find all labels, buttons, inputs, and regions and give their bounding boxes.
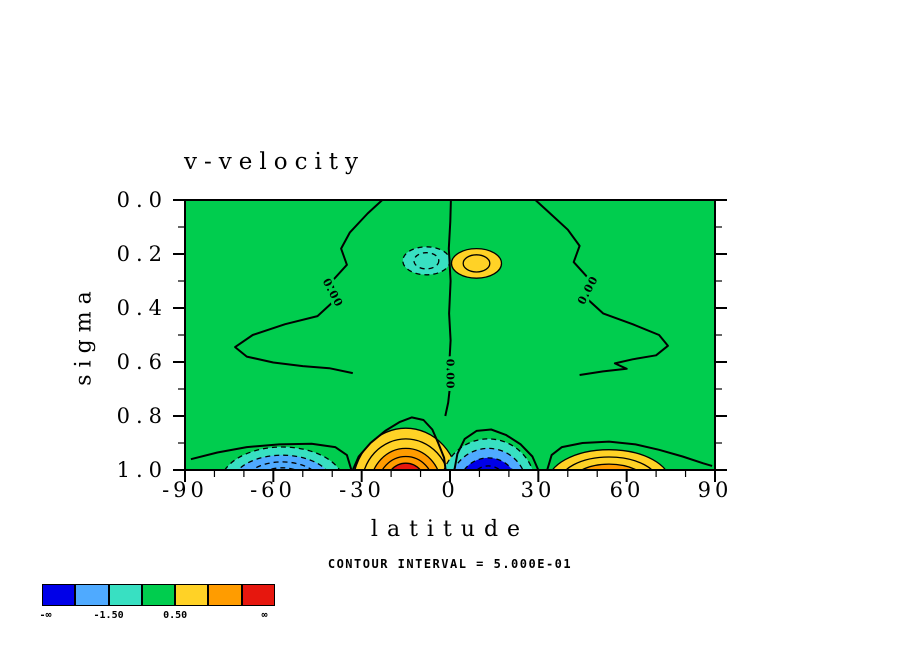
y-tick-label: 0.2	[116, 242, 168, 266]
colorbar-label: -∞	[39, 610, 52, 621]
contour-cell-upper-tropics-positive	[462, 254, 491, 273]
zero-contour-south-tropics-ridge	[351, 416, 447, 470]
colorbar-segment-skyblue	[75, 584, 109, 606]
x-tick-label: 30	[520, 478, 556, 502]
colorbar-segment-turquoise	[108, 584, 142, 606]
x-tick-label: 90	[697, 478, 733, 502]
contour-cell-boundary-layer-southern-negative	[251, 461, 314, 470]
colorbar-label: -1.50	[93, 610, 124, 621]
colorbar: -∞ -1.50 0.50 ∞	[39, 584, 275, 621]
y-tick-label: 1.0	[116, 458, 168, 482]
colorbar-segment-orange	[208, 584, 242, 606]
plot-frame	[184, 199, 716, 471]
zero-contour-southern-wing	[234, 200, 383, 375]
contour-cell-upper-tropics-negative	[413, 252, 440, 270]
y-axis-label: sigma	[71, 284, 97, 386]
x-tick-label: -60	[250, 478, 296, 502]
y-tick-label: 0.0	[116, 188, 168, 212]
colorbar-label: ∞	[261, 610, 268, 621]
contour-cell-boundary-layer-northern-positive	[580, 463, 638, 470]
zero-contour-label: 0.00	[443, 359, 456, 390]
contour-cell-boundary-layer-north-tropics-negative	[463, 457, 514, 470]
contour-interval-note: CONTOUR INTERVAL = 5.000E-01	[327, 557, 573, 571]
colorbar-segment-yellow	[175, 584, 209, 606]
x-tick-label: -30	[339, 478, 385, 502]
y-tick-label: 0.4	[116, 296, 168, 320]
contour-cell-boundary-layer-south-tropics-positive	[394, 471, 418, 501]
x-tick-label: -90	[162, 478, 208, 502]
colorbar-segment-blue	[42, 584, 76, 606]
zero-contour-southern-boundary-cell	[190, 442, 353, 470]
contour-cell-boundary-layer-north-tropics-negative	[475, 465, 501, 470]
zero-contour-north-tropics-trough	[453, 428, 540, 470]
x-tick-label: 60	[609, 478, 645, 502]
contour-cell-boundary-layer-south-tropics-positive	[390, 462, 422, 470]
x-tick-label: 0	[441, 478, 459, 502]
colorbar-segment-green	[141, 584, 176, 606]
x-axis-label: latitude	[370, 517, 530, 542]
contour-cell-boundary-layer-north-tropics-negative	[478, 473, 499, 499]
y-tick-label: 0.6	[116, 350, 168, 374]
plot-title: v-velocity	[184, 149, 366, 175]
colorbar-label: 0.50	[163, 610, 188, 621]
y-tick-label: 0.8	[116, 404, 168, 428]
colorbar-segment-red	[241, 584, 275, 606]
zero-contour-equatorial-vertical	[444, 200, 452, 417]
zero-contour-northern-wing	[534, 200, 669, 376]
zero-contour-northern-boundary-cell	[546, 440, 713, 470]
